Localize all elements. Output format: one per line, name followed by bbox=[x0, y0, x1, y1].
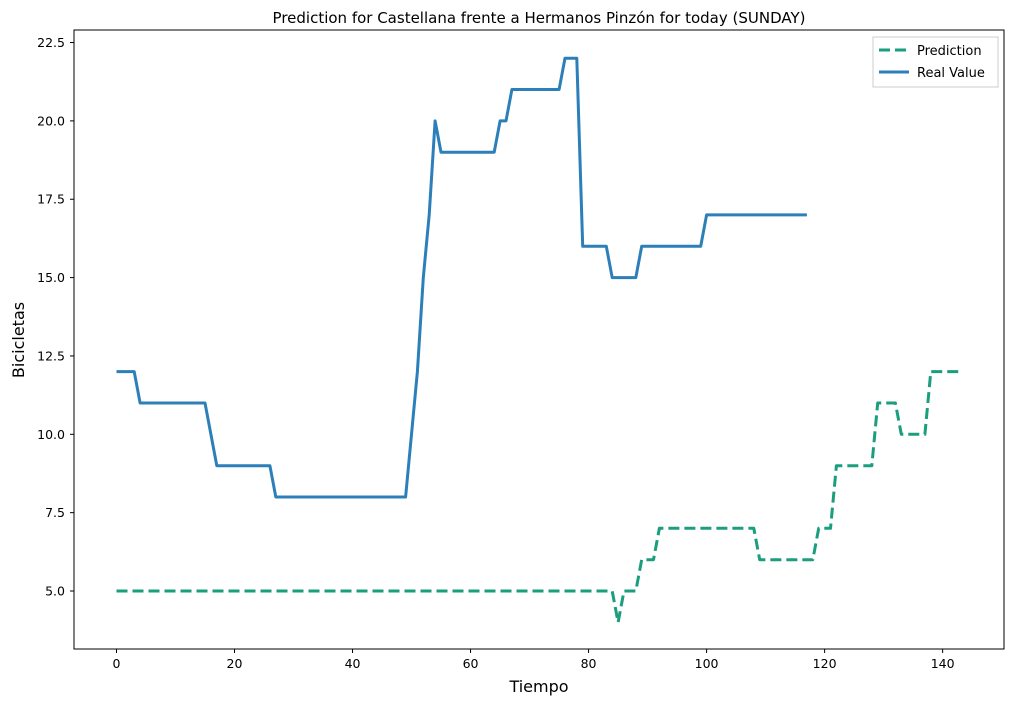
y-axis-ticks: 5.0 7.5 10.0 12.5 15.0 17.5 20.0 22.5 bbox=[37, 35, 74, 599]
legend-label-real-value: Real Value bbox=[917, 66, 985, 81]
series-layer bbox=[116, 56, 961, 624]
x-tick-label: 100 bbox=[695, 656, 719, 671]
x-tick-label: 140 bbox=[931, 656, 955, 671]
y-tick-label: 20.0 bbox=[37, 113, 65, 128]
x-tick-label: 40 bbox=[345, 656, 361, 671]
y-tick-label: 7.5 bbox=[45, 505, 65, 520]
series-line-prediction bbox=[116, 370, 961, 624]
y-tick-label: 10.0 bbox=[37, 427, 65, 442]
legend-label-prediction: Prediction bbox=[917, 44, 982, 59]
y-tick-label: 12.5 bbox=[37, 348, 65, 363]
y-tick-label: 5.0 bbox=[45, 584, 65, 599]
legend: Prediction Real Value bbox=[872, 36, 999, 88]
x-axis-ticks: 0 20 40 60 80 100 120 140 bbox=[113, 649, 955, 671]
chart-title: Prediction for Castellana frente a Herma… bbox=[273, 9, 806, 27]
x-tick-label: 60 bbox=[463, 656, 479, 671]
x-tick-label: 20 bbox=[227, 656, 243, 671]
y-axis-title: Bicicletas bbox=[9, 302, 28, 378]
x-tick-label: 80 bbox=[581, 656, 597, 671]
x-tick-label: 0 bbox=[113, 656, 121, 671]
x-axis-title: Tiempo bbox=[508, 677, 568, 696]
series-line-real-value bbox=[116, 56, 807, 499]
plot-area bbox=[73, 29, 1005, 650]
y-tick-label: 17.5 bbox=[37, 192, 65, 207]
y-tick-label: 15.0 bbox=[37, 270, 65, 285]
x-tick-label: 120 bbox=[813, 656, 837, 671]
legend-box bbox=[872, 36, 999, 88]
y-tick-label: 22.5 bbox=[37, 35, 65, 50]
